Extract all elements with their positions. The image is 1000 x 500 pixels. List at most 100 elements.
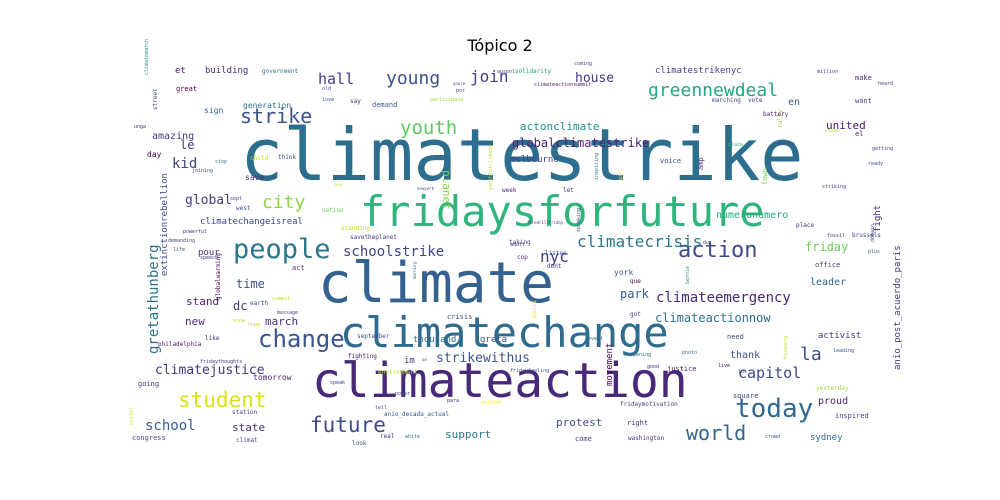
word-climatestrikenyc: climatestrikenyc [655, 66, 742, 76]
word-yesterday: yesterday [816, 385, 849, 392]
word-fridaymotivation: fridaymotivation [620, 401, 678, 408]
word-planet: planet [440, 170, 453, 210]
word-school: school [145, 418, 196, 434]
word-washington: washington [628, 435, 665, 442]
word-say: say [350, 98, 361, 105]
word-el: el [855, 130, 863, 138]
word-coming: coming [574, 61, 592, 67]
word-real: real [380, 433, 395, 440]
word-cop: cop [517, 254, 528, 261]
word-dont: dont [547, 263, 562, 270]
word-government: government [262, 68, 299, 75]
word-amp: amp [697, 157, 705, 170]
word-sydney: sydney [810, 433, 843, 443]
word-house: house [575, 71, 614, 86]
word-protest: protest [556, 416, 602, 429]
word-look: look [352, 440, 367, 447]
word-im: im [404, 356, 415, 366]
word-youth: youth [400, 117, 457, 139]
word-climatecrisis: climatecrisis [577, 232, 702, 251]
word-se: se [422, 357, 427, 362]
word-plus: plus [868, 249, 880, 255]
word-come: come [575, 435, 592, 443]
word-bernie: bernie [685, 266, 691, 284]
word-office: office [815, 261, 840, 269]
word-en: en [788, 97, 800, 108]
word-ready: ready [868, 161, 883, 167]
word-fossil: fossil [827, 233, 845, 239]
word-happening: happening [624, 352, 651, 358]
word-stand: stand [186, 295, 219, 308]
word-act: act [292, 264, 305, 272]
word-paris: paris [531, 300, 538, 318]
word-demanding: demanding [168, 238, 195, 244]
word-leader: leader [810, 277, 846, 288]
word-know: know [233, 318, 246, 324]
word-girl: girl [618, 168, 624, 180]
word-better: better [129, 407, 135, 425]
word-voice: voice [660, 157, 681, 165]
word-strikewithus: strikewithus [436, 351, 530, 366]
word-fighting: fighting [348, 353, 377, 360]
word-environment: environment [378, 369, 418, 376]
word-battery: battery [763, 111, 789, 118]
word-climateactionnow: climateactionnow [655, 311, 771, 325]
word-thousand: thousand [413, 335, 456, 345]
word-globalclimatestrike: globalclimatestrike [512, 136, 649, 150]
word-hall: hall [318, 70, 354, 88]
word-domain: domain [870, 224, 876, 242]
word-thank: thank [730, 350, 760, 361]
word-world: world [686, 421, 746, 445]
word-want: want [855, 97, 872, 105]
word-demand: demand [372, 101, 397, 109]
word-activist: activist [818, 331, 861, 341]
word-young: young [386, 68, 440, 89]
word-people: people [233, 234, 331, 265]
word-climate: climate [318, 251, 554, 316]
word-week: week [502, 187, 517, 194]
word-right: right [627, 419, 648, 427]
word-town: town [761, 168, 769, 185]
word-fridayfeeling: fridayfeeling [510, 368, 549, 374]
word-tomorrow: tomorrow [253, 373, 292, 382]
word-los: los [738, 369, 747, 375]
word-gretathunberg: gretathunberg [146, 244, 162, 354]
word-et: et [175, 66, 186, 76]
word-que: que [630, 278, 641, 285]
word-new: new [185, 315, 205, 328]
word-anio-post-acuerdo-paris: anio_post_acuerdo_paris [893, 245, 903, 370]
word-climat: climat [236, 437, 258, 444]
word-powerful: powerful [183, 229, 207, 235]
word-climatechangeisreal: climatechangeisreal [200, 217, 303, 227]
word-congress: congress [132, 434, 166, 442]
word-plaza: plaza [728, 142, 743, 148]
word-thunberg: thunberg [783, 336, 789, 360]
word-global: global [185, 193, 232, 208]
word-action: action [678, 238, 757, 263]
word-getting: getting [872, 146, 893, 152]
word-outside: outside [481, 400, 502, 406]
word-great: great [176, 85, 197, 93]
word-power: power [395, 391, 410, 397]
word-photo: photo [682, 350, 697, 356]
word-join: join [470, 67, 509, 86]
word-make: make [855, 74, 872, 82]
word-la: la [800, 344, 822, 365]
word-city: city [262, 192, 306, 213]
word-going: going [138, 380, 159, 388]
word-nyc: nyc [540, 247, 569, 266]
word-time: time [236, 277, 265, 291]
word-amazing: amazing [152, 131, 194, 142]
word-globalwarming: globalwarming [215, 253, 222, 300]
word-tell: tell [375, 405, 387, 411]
word-schoolstrike: schoolstrike [343, 244, 444, 260]
word-anio-decada-actual: anio_decada_actual [384, 411, 449, 418]
word-event: event [588, 336, 603, 342]
word-like: like [205, 335, 220, 342]
word-future: future [310, 413, 386, 437]
word-friday: friday [805, 240, 848, 254]
word-march: march [265, 315, 298, 328]
word-think: think [278, 154, 296, 161]
word-state: state [232, 421, 265, 434]
word-day: day [147, 150, 162, 159]
